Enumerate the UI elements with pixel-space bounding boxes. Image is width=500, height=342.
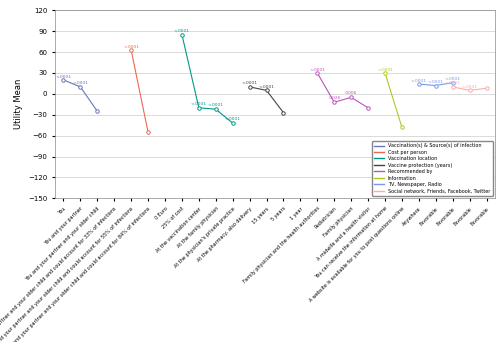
Text: <.0001: <.0001 [123,44,139,49]
Text: <.0001: <.0001 [377,68,393,71]
Text: <.0001: <.0001 [224,117,240,121]
Text: <.0001: <.0001 [462,85,477,89]
Text: <.0001: <.0001 [310,68,326,71]
Text: <.0001: <.0001 [444,81,460,86]
Text: <.0001: <.0001 [428,80,444,84]
Text: <.0001: <.0001 [72,81,88,86]
Text: .0006: .0006 [345,91,358,95]
Text: <.0001: <.0001 [258,85,274,89]
Text: <.0001: <.0001 [411,79,427,83]
Text: <.0001: <.0001 [208,103,224,107]
Text: <.0001: <.0001 [242,81,258,86]
Legend: Vaccination(s) & Source(s) of infection, Cost per person, Vaccination location, : Vaccination(s) & Source(s) of infection,… [372,141,492,196]
Text: <.0001: <.0001 [174,29,190,33]
Text: <.0001: <.0001 [191,102,207,106]
Text: <.0001: <.0001 [56,75,72,79]
Text: .0026: .0026 [328,96,340,100]
Text: <.0001: <.0001 [444,77,460,81]
Y-axis label: Utility Mean: Utility Mean [14,79,22,130]
